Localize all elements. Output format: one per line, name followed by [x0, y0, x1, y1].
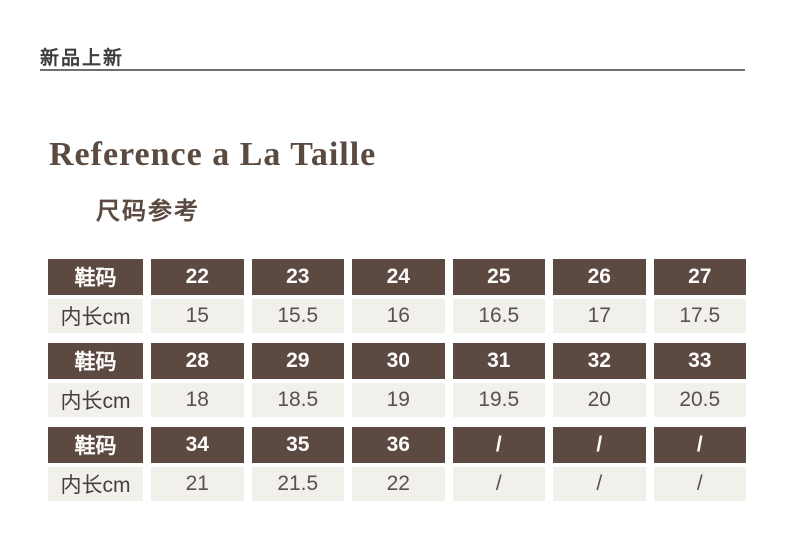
length-cell: /	[653, 467, 746, 501]
size-row-group: 鞋码 28 29 30 31 32 33 内长cm 18 18.5 19 19.…	[48, 343, 746, 417]
length-cell: 19.5	[452, 383, 545, 417]
size-cell: 25	[452, 259, 545, 295]
size-cell: 29	[251, 343, 344, 379]
size-row-group: 鞋码 34 35 36 / / / 内长cm 21 21.5 22 / / /	[48, 427, 746, 501]
row-label-cell: 内长cm	[48, 299, 143, 333]
size-header-row: 鞋码 34 35 36 / / /	[48, 427, 746, 463]
length-cell: 22	[352, 467, 445, 501]
length-cell: 15.5	[251, 299, 344, 333]
size-cell: 33	[653, 343, 746, 379]
size-cell: 28	[151, 343, 244, 379]
length-cell: 16	[352, 299, 445, 333]
length-cell: 19	[352, 383, 445, 417]
row-label-cell: 内长cm	[48, 467, 143, 501]
size-cell: 32	[553, 343, 646, 379]
length-cell: 21	[151, 467, 244, 501]
size-values-row: 内长cm 18 18.5 19 19.5 20 20.5	[48, 383, 746, 417]
size-cell: 36	[352, 427, 445, 463]
size-cell: 22	[151, 259, 244, 295]
length-cell: /	[553, 467, 646, 501]
row-label-cell: 鞋码	[48, 427, 143, 463]
page-title: Reference a La Taille	[49, 136, 377, 173]
size-cell: 23	[251, 259, 344, 295]
length-cell: 20	[553, 383, 646, 417]
size-row-group: 鞋码 22 23 24 25 26 27 内长cm 15 15.5 16 16.…	[48, 259, 746, 333]
size-cell: /	[653, 427, 746, 463]
length-cell: 20.5	[653, 383, 746, 417]
size-cell: 31	[452, 343, 545, 379]
size-values-row: 内长cm 15 15.5 16 16.5 17 17.5	[48, 299, 746, 333]
length-cell: 18	[151, 383, 244, 417]
length-cell: 17.5	[653, 299, 746, 333]
size-header-row: 鞋码 28 29 30 31 32 33	[48, 343, 746, 379]
row-label-cell: 鞋码	[48, 259, 143, 295]
length-cell: 16.5	[452, 299, 545, 333]
size-cell: 24	[352, 259, 445, 295]
length-cell: 17	[553, 299, 646, 333]
size-cell: 35	[251, 427, 344, 463]
size-cell: 26	[553, 259, 646, 295]
page-subtitle: 尺码参考	[96, 198, 200, 225]
size-cell: /	[452, 427, 545, 463]
banner-underline	[40, 69, 745, 71]
size-table: 鞋码 22 23 24 25 26 27 内长cm 15 15.5 16 16.…	[48, 259, 746, 511]
size-header-row: 鞋码 22 23 24 25 26 27	[48, 259, 746, 295]
row-label-cell: 内长cm	[48, 383, 143, 417]
size-cell: 27	[653, 259, 746, 295]
size-values-row: 内长cm 21 21.5 22 / / /	[48, 467, 746, 501]
length-cell: 15	[151, 299, 244, 333]
banner-label: 新品上新	[40, 48, 125, 69]
size-cell: 30	[352, 343, 445, 379]
length-cell: 21.5	[251, 467, 344, 501]
length-cell: /	[452, 467, 545, 501]
row-label-cell: 鞋码	[48, 343, 143, 379]
size-cell: 34	[151, 427, 244, 463]
size-cell: /	[553, 427, 646, 463]
length-cell: 18.5	[251, 383, 344, 417]
